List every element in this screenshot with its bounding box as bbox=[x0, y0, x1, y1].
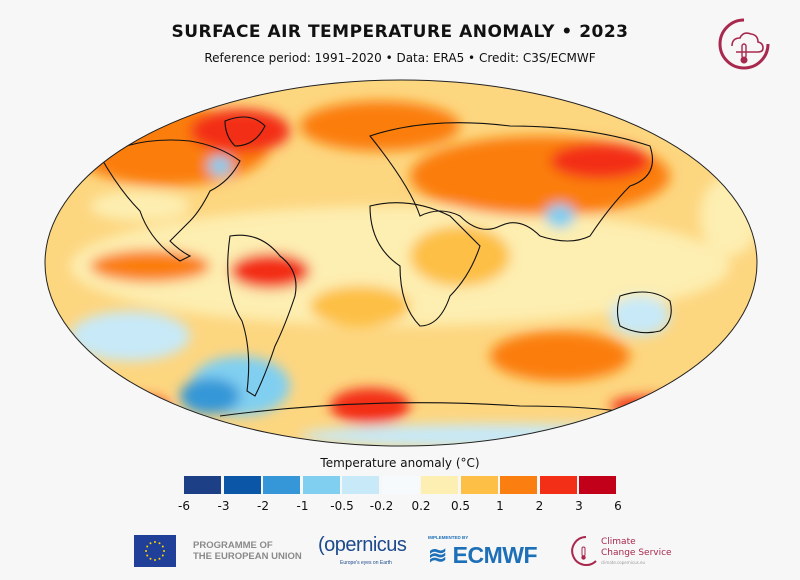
legend-tick: 6 bbox=[614, 499, 622, 513]
ccs-text: Climate Change Service bbox=[601, 537, 672, 559]
climate-change-service-logo-icon bbox=[571, 536, 597, 566]
temperature-anomaly-map bbox=[44, 79, 758, 447]
partner-logos: PROGRAMME OF THE EUROPEAN UNION (opernic… bbox=[0, 532, 800, 572]
eu-programme-text: PROGRAMME OF THE EUROPEAN UNION bbox=[193, 540, 302, 562]
eu-flag-icon bbox=[134, 535, 176, 567]
legend-tick: -2 bbox=[257, 499, 269, 513]
legend-swatch bbox=[223, 476, 261, 494]
color-legend bbox=[184, 476, 619, 494]
ccs-line-2: Change Service bbox=[601, 548, 672, 558]
eu-line-2: THE EUROPEAN UNION bbox=[193, 551, 302, 562]
legend-swatch bbox=[184, 476, 221, 494]
legend-tick: 1 bbox=[496, 499, 504, 513]
ecmwf-wordmark: ECMWF bbox=[452, 542, 538, 568]
legend-swatch bbox=[539, 476, 577, 494]
copernicus-logo: (opernicus Europe's eyes on Earth bbox=[318, 534, 407, 566]
legend-tick: -1 bbox=[296, 499, 309, 513]
legend-tick: -3 bbox=[217, 499, 230, 513]
implemented-by-label: IMPLEMENTED BY bbox=[428, 535, 469, 540]
ccs-line-1: Climate bbox=[601, 537, 636, 547]
legend-tick: 0.2 bbox=[411, 499, 431, 513]
eu-line-1: PROGRAMME OF bbox=[193, 540, 273, 551]
chart-title: SURFACE AIR TEMPERATURE ANOMALY • 2023 bbox=[171, 22, 629, 42]
coastlines bbox=[99, 116, 672, 422]
legend-swatch bbox=[263, 476, 300, 494]
legend-tick: -0.5 bbox=[330, 499, 354, 513]
legend-tick: -0.2 bbox=[369, 499, 394, 513]
ccs-url: climate.copernicus.eu bbox=[601, 560, 646, 565]
ecmwf-waves-icon: ≋ bbox=[428, 542, 447, 568]
c3s-thermometer-logo-icon bbox=[718, 18, 770, 70]
copernicus-wordmark: opernicus bbox=[324, 534, 407, 556]
chart-subtitle: Reference period: 1991–2020 • Data: ERA5… bbox=[204, 51, 596, 65]
legend-ticks: -6 -3 -2 -1 -0.5 -0.2 0.2 0.5 1 2 3 6 bbox=[178, 499, 622, 515]
legend-swatch bbox=[342, 476, 379, 494]
legend-tick: -6 bbox=[178, 499, 190, 513]
legend-swatch bbox=[302, 476, 340, 494]
legend-swatch bbox=[421, 476, 458, 494]
ecmwf-logo: ≋ ECMWF bbox=[428, 542, 538, 569]
legend-title: Temperature anomaly (°C) bbox=[320, 456, 480, 470]
legend-tick: 2 bbox=[535, 499, 544, 513]
legend-tick: 3 bbox=[575, 499, 583, 513]
copernicus-tagline: Europe's eyes on Earth bbox=[340, 560, 392, 566]
legend-swatch bbox=[500, 476, 537, 494]
legend-tick: 0.5 bbox=[450, 499, 471, 513]
legend-swatch bbox=[381, 476, 419, 494]
legend-swatch bbox=[460, 476, 498, 494]
legend-swatch bbox=[579, 476, 616, 494]
